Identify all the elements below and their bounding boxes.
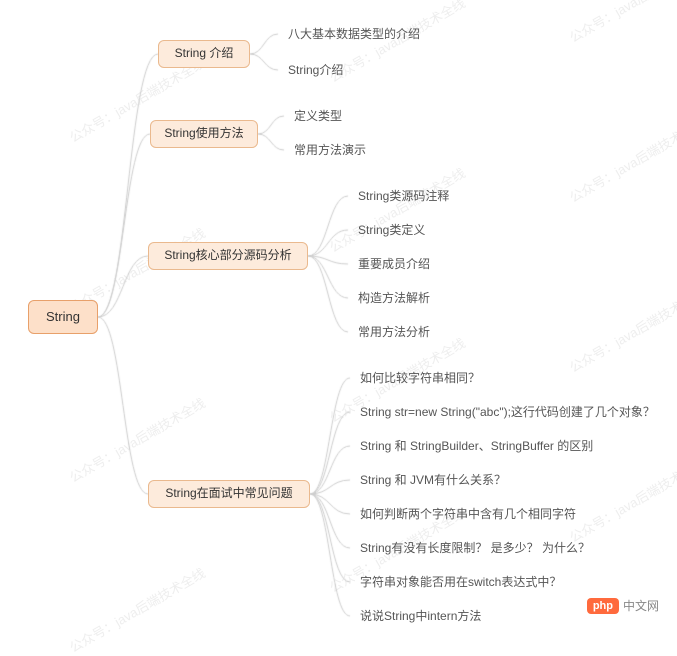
- leaf-node: 常用方法演示: [284, 138, 376, 164]
- branch-node: String在面试中常见问题: [148, 480, 310, 508]
- leaf-node: String介绍: [278, 58, 353, 84]
- branch-node: String 介绍: [158, 40, 250, 68]
- leaf-node: 构造方法解析: [348, 286, 440, 312]
- leaf-node: 常用方法分析: [348, 320, 440, 346]
- leaf-node: 说说String中intern方法: [350, 604, 491, 630]
- leaf-node: 定义类型: [284, 104, 352, 130]
- logo-text: 中文网: [623, 597, 659, 614]
- branch-node: String核心部分源码分析: [148, 242, 308, 270]
- leaf-node: 如何判断两个字符串中含有几个相同字符: [350, 502, 586, 528]
- tree-layer: String String 介绍 八大基本数据类型的介绍 String介绍 String…: [0, 0, 677, 630]
- leaf-node: 重要成员介绍: [348, 252, 440, 278]
- leaf-node: String str=new String("abc");这行代码创建了几个对象…: [350, 400, 665, 426]
- branch-node: String使用方法: [150, 120, 258, 148]
- leaf-node: 如何比较字符串相同？: [350, 366, 490, 392]
- root-node: String: [28, 300, 98, 334]
- leaf-node: 字符串对象能否用在switch表达式中？: [350, 570, 571, 596]
- site-logo: php 中文网: [587, 597, 659, 614]
- leaf-node: String 和 JVM有什么关系？: [350, 468, 516, 494]
- leaf-node: String类源码注释: [348, 184, 459, 210]
- leaf-node: String有没有长度限制？ 是多少？ 为什么？: [350, 536, 600, 562]
- leaf-node: 八大基本数据类型的介绍: [278, 22, 430, 48]
- leaf-node: String 和 StringBuilder、StringBuffer 的区别: [350, 434, 603, 460]
- logo-badge: php: [587, 598, 619, 614]
- leaf-node: String类定义: [348, 218, 435, 244]
